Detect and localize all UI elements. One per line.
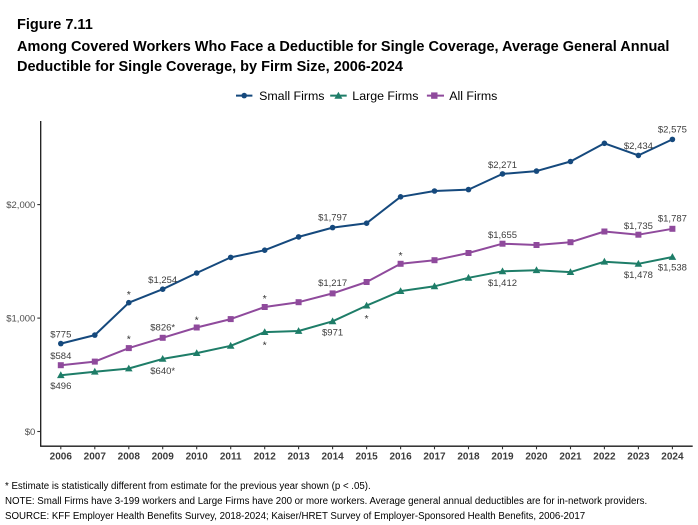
- svg-text:$1,000: $1,000: [6, 314, 35, 325]
- svg-text:Large Firms: Large Firms: [352, 89, 418, 103]
- svg-text:$826*: $826*: [150, 323, 175, 334]
- svg-text:Small Firms: Small Firms: [259, 89, 324, 103]
- svg-text:$1,478: $1,478: [624, 270, 653, 281]
- svg-text:*: *: [263, 293, 267, 305]
- svg-text:2024: 2024: [661, 452, 684, 463]
- svg-text:$2,271: $2,271: [488, 160, 517, 171]
- svg-text:2012: 2012: [254, 452, 277, 463]
- svg-text:2023: 2023: [627, 452, 650, 463]
- svg-text:*: *: [365, 313, 369, 325]
- svg-text:2009: 2009: [152, 452, 175, 463]
- svg-text:2022: 2022: [593, 452, 616, 463]
- svg-text:$1,412: $1,412: [488, 278, 517, 289]
- svg-text:$1,254: $1,254: [148, 275, 177, 286]
- svg-text:2020: 2020: [525, 452, 548, 463]
- svg-text:$640*: $640*: [150, 366, 175, 377]
- svg-text:$775: $775: [50, 330, 71, 341]
- svg-text:$1,217: $1,217: [318, 278, 347, 289]
- svg-text:*: *: [127, 289, 131, 301]
- svg-text:*: *: [127, 334, 131, 346]
- svg-text:*: *: [263, 339, 267, 351]
- svg-text:2014: 2014: [321, 452, 344, 463]
- svg-text:$496: $496: [50, 381, 71, 392]
- svg-text:2016: 2016: [389, 452, 412, 463]
- svg-text:*: *: [399, 250, 403, 262]
- svg-text:2010: 2010: [186, 452, 209, 463]
- svg-text:$2,575: $2,575: [658, 125, 687, 136]
- svg-text:2008: 2008: [118, 452, 141, 463]
- svg-text:$2,000: $2,000: [6, 200, 35, 211]
- svg-text:2017: 2017: [423, 452, 446, 463]
- svg-text:$0: $0: [25, 427, 36, 438]
- svg-text:$1,655: $1,655: [488, 230, 517, 241]
- svg-text:2015: 2015: [355, 452, 378, 463]
- svg-text:$2,434: $2,434: [624, 141, 653, 152]
- svg-text:$1,797: $1,797: [318, 213, 347, 224]
- svg-text:$584: $584: [50, 351, 71, 362]
- svg-text:$1,787: $1,787: [658, 213, 687, 224]
- svg-text:$971: $971: [322, 328, 343, 339]
- svg-text:2006: 2006: [50, 452, 73, 463]
- svg-text:2013: 2013: [287, 452, 310, 463]
- svg-text:All Firms: All Firms: [449, 89, 497, 103]
- svg-text:2021: 2021: [559, 452, 582, 463]
- svg-text:2011: 2011: [220, 452, 242, 463]
- svg-text:2007: 2007: [84, 452, 107, 463]
- svg-text:2019: 2019: [491, 452, 514, 463]
- svg-text:$1,538: $1,538: [658, 263, 687, 274]
- svg-text:*: *: [195, 315, 199, 327]
- svg-text:$1,735: $1,735: [624, 221, 653, 232]
- svg-text:2018: 2018: [457, 452, 480, 463]
